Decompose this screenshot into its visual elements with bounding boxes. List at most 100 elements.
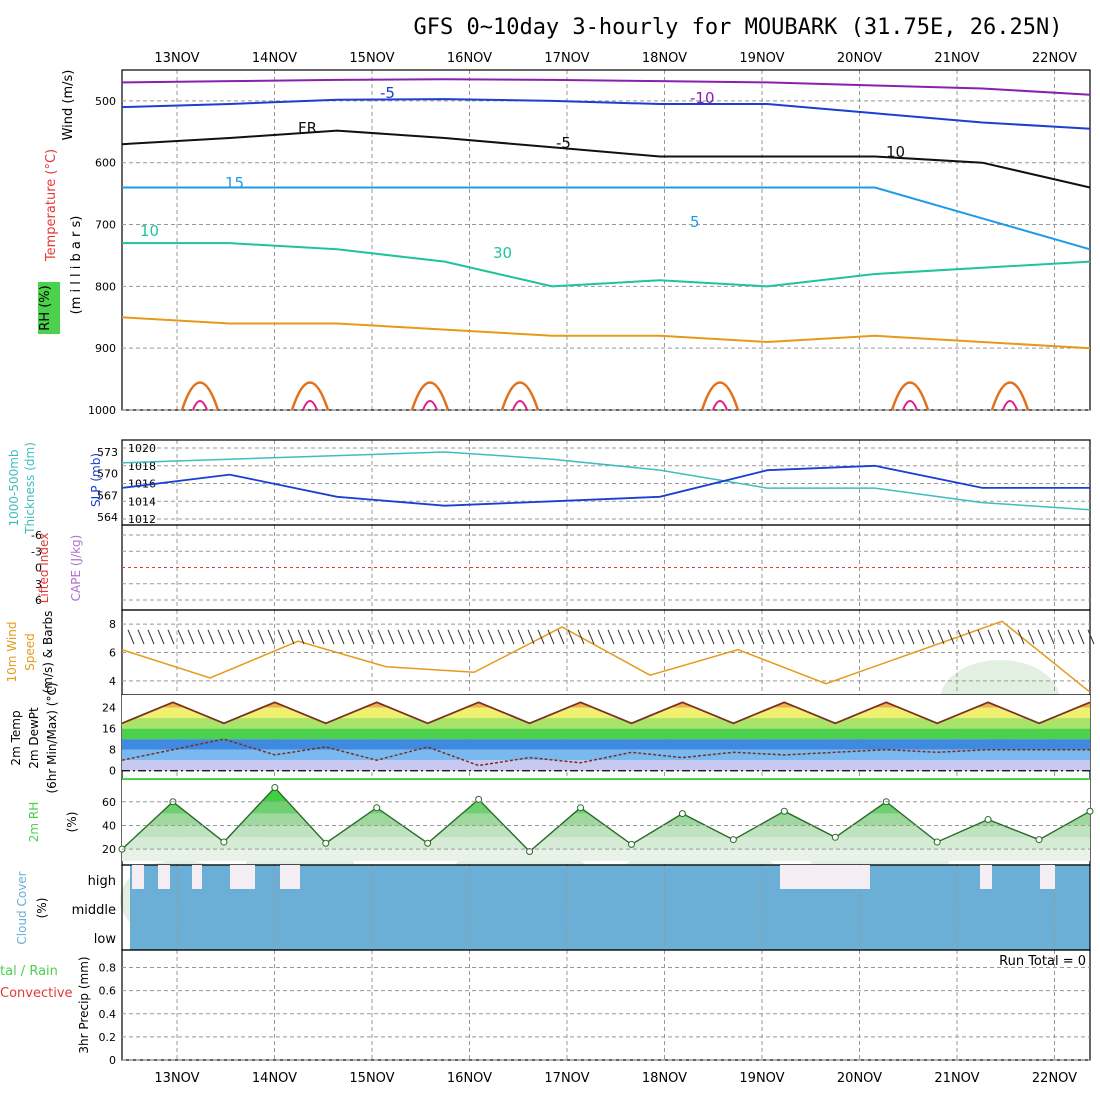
bottom-day-label: 17NOV — [544, 1071, 589, 1086]
wind-barb — [287, 629, 295, 645]
cloud-panel: high middle low — [72, 864, 1091, 951]
high-cloud-gap — [230, 865, 255, 889]
wind-barb — [487, 629, 495, 645]
pressure-tick-label: 900 — [95, 342, 116, 355]
wind-barb — [987, 629, 995, 645]
bottom-day-label: 21NOV — [934, 1071, 979, 1086]
contour-line — [121, 129, 1091, 189]
low-level-contour — [990, 381, 1030, 411]
wind-barb — [597, 629, 605, 645]
rh-band — [122, 825, 1090, 838]
temp2m-label-a: 2m Temp — [9, 710, 23, 765]
wind-barb — [497, 629, 505, 645]
precip-tick-label: 0.2 — [99, 1031, 117, 1044]
millibars-axis-label: (m i l l i b a r s) — [69, 216, 84, 315]
pressure-tick-label: 1000 — [88, 404, 116, 417]
wind-barb — [907, 629, 915, 645]
wind-tick-label: 6 — [109, 647, 116, 660]
rh-tick-label: 60 — [102, 796, 116, 809]
low-level-contour — [890, 381, 930, 411]
wind-barb — [237, 629, 245, 645]
precip-label-a: tal / Rain — [0, 964, 58, 979]
wind-barb — [697, 629, 705, 645]
temperature-axis-label: Temperature (°C) — [44, 149, 59, 262]
thickness2-axis-label: Thickness (dm) — [23, 442, 37, 535]
wind-barb — [967, 629, 975, 645]
wind-barb — [827, 629, 835, 645]
wind-barb — [587, 629, 595, 645]
wind-barb — [757, 629, 765, 645]
top-day-label: 17NOV — [544, 51, 589, 66]
wind-barb — [207, 629, 215, 645]
high-cloud-gap — [192, 865, 202, 889]
rh-point — [627, 840, 635, 848]
temp-tick-label: 24 — [102, 702, 116, 715]
lifted-cape-panel: -6 -3 0 3 6 — [31, 524, 1091, 611]
thickness-tick-label: 573 — [97, 446, 118, 459]
wind-barb — [607, 629, 615, 645]
wind-barb — [647, 629, 655, 645]
rh-point — [271, 784, 279, 792]
wind-barb — [857, 629, 865, 645]
low-level-contour — [500, 381, 540, 411]
wind-barb — [877, 629, 885, 645]
contour-label: FR — [298, 119, 317, 137]
top-day-label: 19NOV — [739, 51, 784, 66]
wind-barb — [347, 629, 355, 645]
contour-label: 5 — [690, 213, 700, 231]
wind-axis-label: Wind (m/s) — [61, 70, 76, 141]
rh-point — [933, 838, 941, 846]
lifted-tick-label: -3 — [31, 545, 42, 558]
wind-barb — [937, 629, 945, 645]
chart-title: GFS 0~10day 3-hourly for MOUBARK (31.75E… — [413, 15, 1062, 40]
wind-barb — [377, 629, 385, 645]
wind-barb — [767, 629, 775, 645]
wind-barb — [537, 629, 545, 645]
wind-barb — [1047, 629, 1055, 645]
wind-barb — [577, 629, 585, 645]
high-cloud-gap — [132, 865, 144, 889]
bottom-day-label: 20NOV — [837, 1071, 882, 1086]
thickness-line — [121, 451, 1091, 511]
precip-panel: 0 0.2 0.4 0.6 0.8 Run Total = 0 — [99, 949, 1091, 1067]
wind-barb — [1077, 629, 1085, 645]
wind-barb — [1087, 629, 1095, 645]
low-level-contour — [700, 381, 740, 411]
rh-axis-label: RH (%) — [38, 285, 53, 330]
wind-barb — [427, 629, 435, 645]
panel-frame — [121, 949, 1091, 1061]
wind-barb — [517, 629, 525, 645]
wind-barb — [667, 629, 675, 645]
wind-barb — [227, 629, 235, 645]
wind-barb — [897, 629, 905, 645]
top-day-label: 16NOV — [447, 51, 492, 66]
wind10-label-a: 10m Wind — [5, 622, 19, 683]
run-total-label: Run Total = 0 — [999, 954, 1086, 969]
pressure-tick-label: 700 — [95, 219, 116, 232]
rh2m-panel: 20 40 60 — [102, 778, 1094, 866]
rh-point — [678, 810, 686, 818]
wind-barb — [127, 629, 135, 645]
top-day-label: 18NOV — [642, 51, 687, 66]
rh-tick-label: 40 — [102, 819, 116, 832]
low-level-contour — [410, 381, 450, 411]
top-day-label: 21NOV — [934, 51, 979, 66]
wind-barb — [807, 629, 815, 645]
contour-line — [121, 98, 1091, 130]
contour-label: 30 — [493, 244, 512, 262]
contour-label: -5 — [556, 134, 571, 152]
wind-barb — [247, 629, 255, 645]
pressure-tick-label: 600 — [95, 157, 116, 170]
rh-point — [220, 838, 228, 846]
wind-barb — [197, 629, 205, 645]
precip-label-b: Convective — [0, 986, 73, 1001]
low-level-contour-inner — [512, 400, 528, 411]
rh-band — [122, 837, 1090, 850]
wind-barb — [687, 629, 695, 645]
contour-label: -10 — [690, 89, 715, 107]
rh-line — [121, 786, 1091, 853]
cloud-label-b: (%) — [35, 898, 49, 919]
wind-barb — [527, 629, 535, 645]
bottom-day-label: 15NOV — [349, 1071, 394, 1086]
